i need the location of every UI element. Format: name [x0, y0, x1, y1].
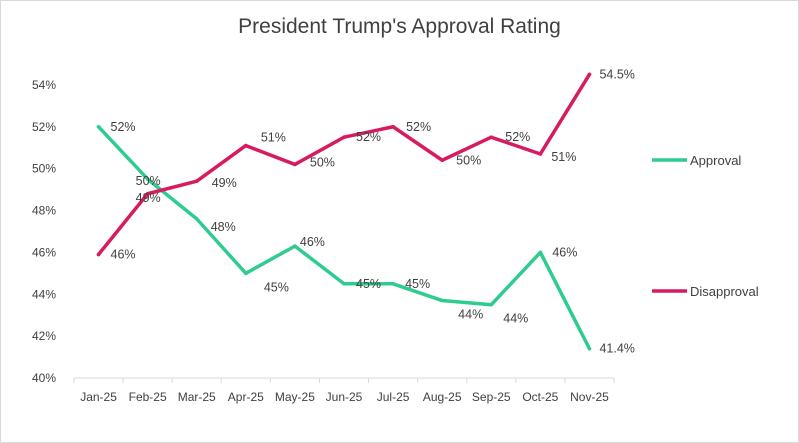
approval-data-label: 49%: [136, 191, 161, 205]
disapproval-data-label: 52%: [406, 120, 431, 134]
data-point-approval: [587, 346, 592, 351]
disapproval-data-label: 52%: [505, 130, 530, 144]
approval-data-label: 52%: [111, 120, 136, 134]
disapproval-data-label: 52%: [356, 130, 381, 144]
legend-label-approval: Approval: [690, 153, 741, 168]
data-point-approval: [538, 250, 543, 255]
data-point-disapproval: [293, 162, 297, 167]
disapproval-data-label: 50%: [310, 155, 335, 169]
disapproval-data-label: 46%: [111, 247, 136, 261]
y-tick-label: 40%: [32, 371, 56, 385]
y-tick-label: 44%: [32, 287, 56, 301]
data-point-disapproval: [194, 179, 199, 183]
data-point-approval: [391, 281, 395, 286]
disapproval-data-label: 50%: [456, 153, 481, 167]
x-tick-label: Apr-25: [228, 390, 264, 404]
x-tick-label: Jul-25: [377, 390, 410, 404]
x-tick-label: Sep-25: [472, 390, 511, 404]
data-point-disapproval: [96, 252, 101, 257]
disapproval-data-label: 54.5%: [599, 67, 634, 81]
data-point-disapproval: [145, 191, 150, 196]
y-tick-label: 46%: [32, 245, 56, 259]
data-point-approval: [145, 177, 150, 181]
approval-data-label: 48%: [211, 220, 236, 234]
approval-data-label: 44%: [503, 312, 528, 326]
x-tick-label: Feb-25: [129, 390, 167, 404]
series-line-disapproval: [96, 72, 592, 257]
y-tick-label: 54%: [32, 78, 56, 92]
data-point-approval: [194, 217, 199, 221]
approval-data-label: 46%: [300, 235, 325, 249]
legend-label-disapproval: Disapproval: [690, 284, 759, 299]
x-tick-label: Mar-25: [178, 390, 216, 404]
y-tick-label: 42%: [32, 329, 56, 343]
y-tick-label: 52%: [32, 120, 56, 134]
x-tick-label: May-25: [275, 390, 315, 404]
x-tick-label: Jan-25: [80, 390, 117, 404]
data-point-approval: [96, 124, 101, 129]
disapproval-data-label: 51%: [261, 131, 286, 145]
approval-data-label: 45%: [356, 277, 381, 291]
data-point-disapproval: [342, 135, 346, 140]
approval-data-label: 45%: [405, 277, 430, 291]
data-point-approval: [293, 244, 297, 248]
y-tick-label: 48%: [32, 204, 56, 218]
x-tick-label: Jun-25: [326, 390, 363, 404]
approval-data-label: 41.4%: [599, 342, 634, 356]
chart-title: President Trump's Approval Rating: [238, 15, 561, 38]
approval-data-label: 45%: [264, 280, 289, 294]
data-point-disapproval: [538, 152, 543, 156]
data-point-approval: [342, 281, 346, 286]
data-point-approval: [489, 302, 494, 307]
approval-data-label: 46%: [552, 245, 577, 259]
x-tick-label: Nov-25: [570, 390, 609, 404]
data-point-disapproval: [489, 135, 494, 140]
data-point-disapproval: [587, 72, 592, 77]
x-tick-label: Aug-25: [423, 390, 462, 404]
disapproval-data-label: 50%: [136, 174, 161, 188]
data-point-approval: [244, 271, 248, 276]
y-tick-label: 50%: [32, 162, 56, 176]
approval-data-label: 44%: [458, 308, 483, 322]
disapproval-data-label: 51%: [551, 150, 576, 164]
data-point-approval: [440, 298, 444, 303]
data-point-disapproval: [391, 124, 395, 129]
disapproval-data-label: 49%: [212, 176, 237, 190]
data-point-disapproval: [244, 143, 248, 148]
data-point-disapproval: [440, 158, 444, 163]
x-tick-label: Oct-25: [522, 390, 558, 404]
